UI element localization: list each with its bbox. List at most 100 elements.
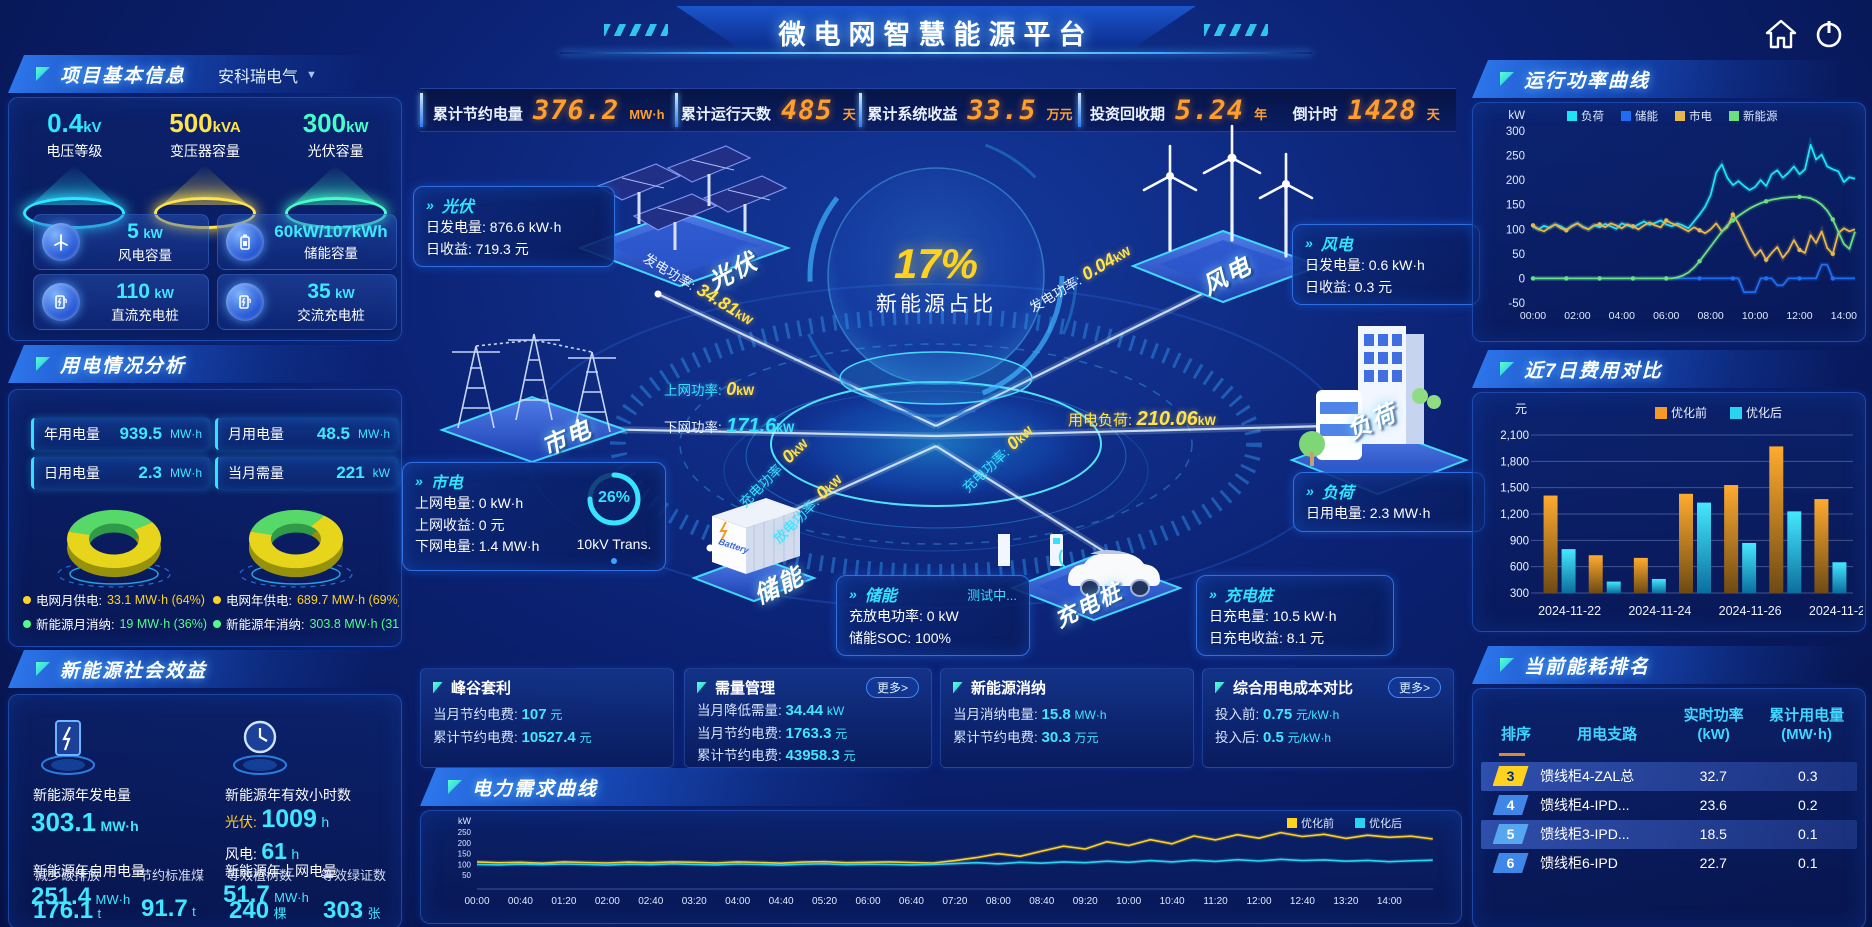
svg-text:08:00: 08:00 <box>1698 310 1724 322</box>
demand-chart-title: 电力需求曲线 <box>472 778 599 800</box>
double-arrow-icon: » <box>1209 586 1217 602</box>
demand-more-button[interactable]: 更多> <box>865 677 919 698</box>
gauge-pv-capacity: 300kW 光伏容量 <box>276 108 396 229</box>
svg-text:06:40: 06:40 <box>899 896 924 907</box>
row-value: 1763.3 <box>785 724 832 742</box>
wind-info-box: » 风电 日发电量: 0.6 kW·h 日收益: 0.3 元 <box>1292 224 1480 306</box>
svg-text:300: 300 <box>1510 588 1529 600</box>
ranking-header-row: 排序 用电支路 实时功率 (kW) 累计用电量 (MW·h) <box>1473 689 1865 753</box>
card-renew-consume: 新能源消纳 当月消纳电量: 15.8 MW·h 累计节约电费: 30.3 万元 <box>940 668 1194 768</box>
gen-label: 新能源年发电量 <box>33 787 131 803</box>
table-row[interactable]: 5 馈线柜3-IPD... 18.5 0.1 <box>1481 819 1857 849</box>
row-value: 8.1 元 <box>1286 629 1325 646</box>
card-label: 直流充电桩 <box>111 308 179 323</box>
benefit-panel-body: 新能源年发电量 303.1 MW·h 新能源年有效小时数 光伏: 1009 h … <box>8 694 402 927</box>
storage-info-box: » 储能 测试中... 充放电功率: 0 kW 储能SOC: 100% <box>836 575 1030 657</box>
flow-unit: kW <box>1197 414 1216 428</box>
gauge-transformer: 500kVA 变压器容量 <box>145 108 265 229</box>
svg-text:1,500: 1,500 <box>1500 483 1529 495</box>
cost-chart-body: 2,100 1,800 1,500 1,200 900 600 300 元 优化前 优化后 2024… <box>1472 392 1866 632</box>
row-unit: 元/kW·h <box>1287 730 1331 745</box>
scene-decoration <box>523 134 1349 609</box>
stat-year-usage: 年用电量 939.5 MW·h <box>31 418 210 450</box>
charger-car-illustration <box>998 492 1190 639</box>
svg-text:11:20: 11:20 <box>1203 896 1228 907</box>
legend-label: 电网年供电: <box>226 594 292 608</box>
flow-load-power: 用电负荷: 210.06kW <box>1068 408 1216 431</box>
svg-text:新能源: 新能源 <box>1743 109 1778 123</box>
legend-value: 33.1 MW·h (64%) <box>106 592 205 607</box>
wind-hours-label: 风电: <box>225 846 257 862</box>
flow-unit: kW <box>736 384 755 398</box>
demand-chart-body: kW 250 200 150 100 50 00:00 00:40 01:20 02:00 02:4… <box>420 810 1462 924</box>
kpi-run-days: 累计运行天数 485 天 <box>678 95 860 126</box>
pv-hours-unit: h <box>321 814 330 830</box>
load-building-illustration <box>1282 298 1474 511</box>
kpi-value: 1428 <box>1347 94 1417 126</box>
card-value: 110 <box>116 280 150 303</box>
corner-arrow-icon <box>36 662 50 676</box>
svg-text:200: 200 <box>458 839 472 848</box>
svg-text:900: 900 <box>1510 535 1529 547</box>
card-wind-capacity: 5 kW 风电容量 <box>33 214 209 270</box>
home-icon[interactable] <box>1764 18 1798 55</box>
card-title: 新能源消纳 <box>971 680 1047 697</box>
tree-label: 等效植树数 <box>227 868 293 883</box>
kpi-countdown: 倒计时 1428 天 <box>1276 95 1456 126</box>
gen-value-row: 303.1 MW·h <box>31 807 139 838</box>
clock-icon <box>231 713 289 782</box>
table-row[interactable]: 3 馈线柜4-ZAL总 32.7 0.3 <box>1481 761 1857 791</box>
grid-towers-illustration <box>428 312 640 469</box>
row-label: 储能SOC: <box>849 629 912 646</box>
gauge-unit: kVA <box>212 119 241 136</box>
export-label: 新能源年上网电量 <box>225 863 337 879</box>
row-value: 107 <box>521 706 547 723</box>
cost-more-button[interactable]: 更多> <box>1387 677 1441 698</box>
charger-icon <box>42 283 80 321</box>
row-value: 2.3 MW·h <box>1369 505 1431 521</box>
row-label: 投入后: <box>1215 729 1260 745</box>
self-use-value-row: 251.4 MW·h <box>31 883 130 911</box>
branch-name: 馈线柜3-IPD... <box>1540 826 1630 842</box>
company-select[interactable]: 安科瑞电气 ▼ <box>218 63 317 87</box>
power-icon[interactable] <box>1812 17 1846 56</box>
row-value: 10.5 kW·h <box>1272 608 1337 624</box>
svg-text:200: 200 <box>1506 175 1525 187</box>
svg-text:2024-11-28: 2024-11-28 <box>1809 604 1863 618</box>
card-storage-capacity: 60kW/107kWh 储能容量 <box>217 214 397 270</box>
row-label: 上网电量: <box>415 495 475 511</box>
power-value: 32.7 <box>1699 768 1727 784</box>
energy-value: 0.3 <box>1798 768 1818 784</box>
branch-name: 馈线柜4-ZAL总 <box>1540 768 1635 784</box>
project-panel-header: 项目基本信息 <box>8 55 426 93</box>
row-label: 日用电量: <box>1306 505 1366 521</box>
pv-hours-value: 1009 <box>261 805 317 833</box>
double-arrow-icon: » <box>1305 235 1313 251</box>
rank-badge: 4 <box>1492 795 1529 815</box>
legend-grid-year: 电网年供电: 689.7 MW·h (69%) <box>213 590 399 609</box>
project-panel-title: 项目基本信息 <box>60 65 187 87</box>
export-value-row: 51.7 MW·h <box>223 881 309 909</box>
card-ac-charger: 35 kW 交流充电桩 <box>217 274 397 330</box>
card-peak-valley: 峰谷套利 当月节约电费: 107 元 累计节约电费: 10527.4 元 <box>420 668 674 768</box>
corner-arrow-icon <box>1500 362 1514 376</box>
tree-value-row: 240 棵 <box>229 897 287 925</box>
card-demand-mgmt: 需量管理 更多> 当月降低需量: 34.44 kW 当月节约电费: 1763.3… <box>684 668 932 768</box>
svg-text:储能: 储能 <box>1635 109 1658 123</box>
row-label: 累计节约电费: <box>953 729 1038 745</box>
svg-text:2024-11-24: 2024-11-24 <box>1628 604 1691 618</box>
flow-import-power: 下网功率: 171.6kW <box>664 415 794 438</box>
transformer-load-percent: 26% <box>597 489 631 506</box>
table-row[interactable]: 6 馈线柜6-IPD 22.7 0.1 <box>1481 849 1857 878</box>
cost-chart: 2,100 1,800 1,500 1,200 900 600 300 元 优化前 优化后 2024… <box>1500 402 1863 618</box>
row-value: 34.44 <box>785 702 824 719</box>
table-row[interactable]: 4 馈线柜4-IPD... 23.6 0.2 <box>1481 791 1857 820</box>
row-label: 当月消纳电量: <box>953 707 1038 722</box>
stat-value: 48.5 <box>316 424 350 443</box>
cert-value-row: 303 张 <box>323 897 381 925</box>
rank-badge: 6 <box>1492 853 1529 873</box>
demand-chart-header: 电力需求曲线 <box>420 768 988 806</box>
svg-text:13:20: 13:20 <box>1333 896 1358 907</box>
wind-turbine-icon <box>42 223 80 261</box>
